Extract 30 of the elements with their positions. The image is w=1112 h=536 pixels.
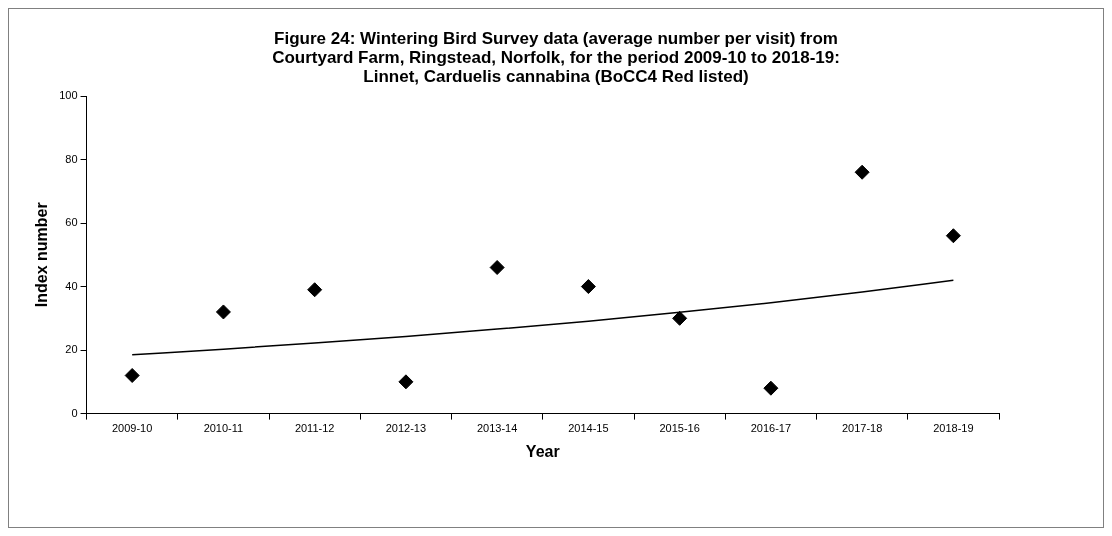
x-tick-label: 2017-18: [841, 422, 883, 435]
y-tick-label: 20: [65, 343, 78, 356]
y-axis-title: Index number: [33, 202, 51, 308]
chart-title: Figure 24: Wintering Bird Survey data (average number per visit) from Courtyard Farm, Ringstead, Norfolk, for the period 2009-10 to 2018-19: Linnet, Carduelis cannabina (BoCC4 Red listed): [271, 29, 841, 86]
x-tick-label: 2016-17: [750, 422, 792, 435]
x-tick-label: 2015-16: [659, 422, 700, 435]
y-tick-label: 60: [65, 216, 78, 229]
x-tick-label: 2018-19: [933, 422, 974, 435]
y-tick-label: 80: [65, 152, 78, 165]
point: [307, 282, 323, 298]
x-axis-title: Year: [525, 442, 560, 460]
x-tick-label: 2010-11: [203, 422, 244, 435]
point: [398, 374, 414, 390]
x-tick-label: 2012-13: [385, 422, 427, 435]
point: [672, 310, 688, 326]
point: [763, 380, 779, 396]
x-tick-label: 2013-14: [476, 422, 518, 435]
x-tick-label: 2009-10: [111, 422, 153, 435]
point: [854, 164, 870, 180]
y-tick-label: 100: [59, 89, 78, 102]
point: [489, 260, 505, 275]
y-tick-label: 40: [65, 279, 78, 292]
point: [215, 304, 231, 320]
line-series: [131, 279, 955, 356]
y-tick-label: 0: [71, 406, 78, 419]
x-tick-label: 2014-15: [568, 422, 609, 435]
point: [945, 228, 961, 244]
x-tick-label: 2011-12: [294, 422, 335, 435]
point: [580, 279, 596, 295]
point: [124, 367, 140, 383]
